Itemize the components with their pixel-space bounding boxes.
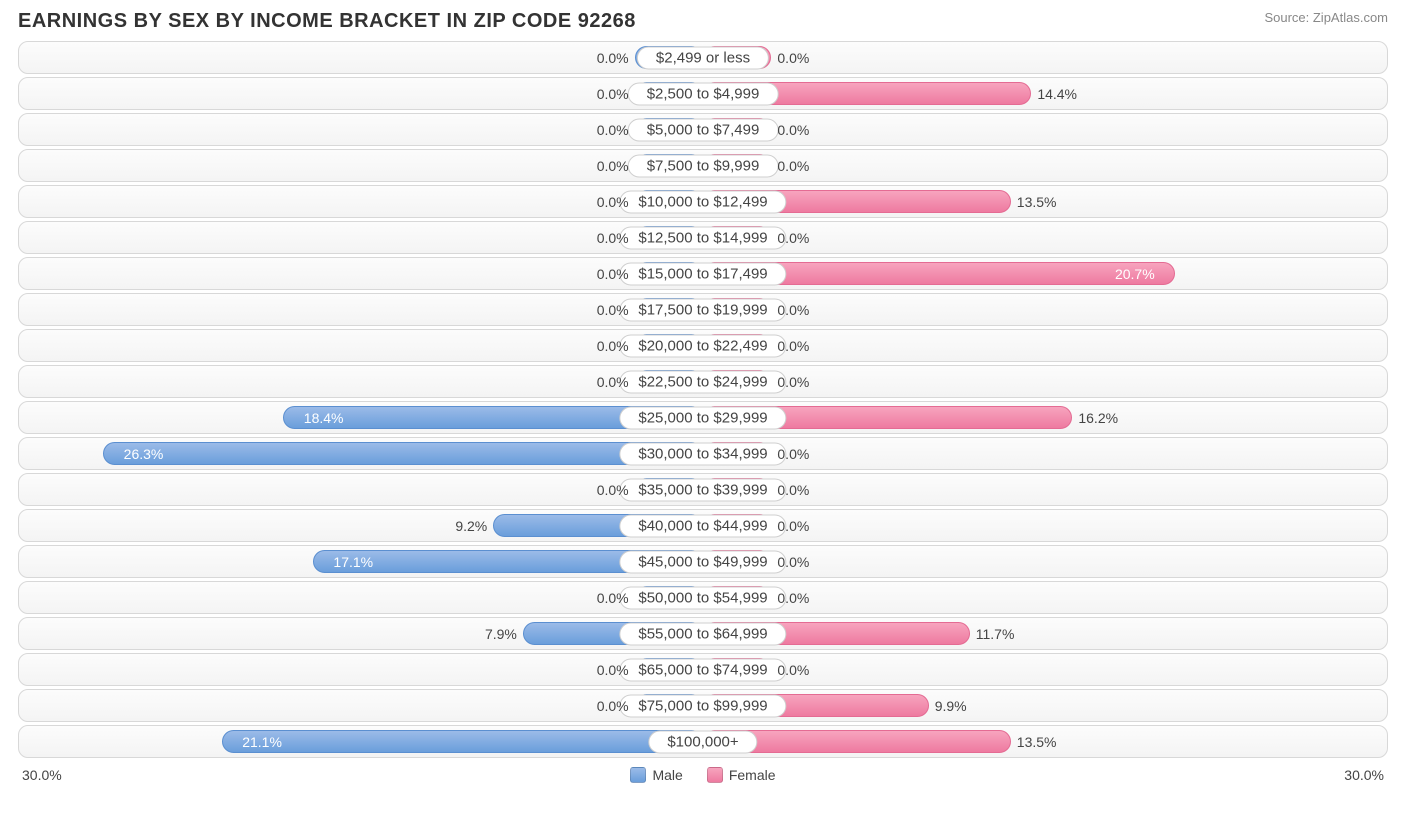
- chart-row: $15,000 to $17,4990.0% 20.7%: [18, 257, 1388, 290]
- bracket-label: $55,000 to $64,999: [619, 622, 786, 645]
- female-pct-label: 0.0%: [777, 338, 809, 354]
- chart-row: $5,000 to $7,4990.0% 0.0%: [18, 113, 1388, 146]
- legend: Male Female: [630, 767, 775, 783]
- female-pct-label: 0.0%: [777, 158, 809, 174]
- bracket-label: $35,000 to $39,999: [619, 478, 786, 501]
- bracket-label: $7,500 to $9,999: [628, 154, 779, 177]
- bracket-label: $17,500 to $19,999: [619, 298, 786, 321]
- female-pct-label: 0.0%: [777, 482, 809, 498]
- chart-row: $30,000 to $34,999 26.3% 0.0%: [18, 437, 1388, 470]
- female-pct-label: 0.0%: [777, 518, 809, 534]
- source-label: Source: ZipAtlas.com: [1264, 10, 1388, 25]
- header: EARNINGS BY SEX BY INCOME BRACKET IN ZIP…: [0, 0, 1406, 41]
- legend-male-label: Male: [652, 767, 682, 783]
- chart-title: EARNINGS BY SEX BY INCOME BRACKET IN ZIP…: [18, 10, 636, 33]
- bracket-label: $15,000 to $17,499: [619, 262, 786, 285]
- bracket-label: $22,500 to $24,999: [619, 370, 786, 393]
- male-bar: [222, 730, 703, 753]
- male-pct-label: 21.1%: [242, 734, 282, 750]
- chart-row: $12,500 to $14,9990.0% 0.0%: [18, 221, 1388, 254]
- bracket-label: $65,000 to $74,999: [619, 658, 786, 681]
- female-pct-label: 0.0%: [777, 662, 809, 678]
- axis-right-max: 30.0%: [1344, 767, 1384, 783]
- chart-row: $17,500 to $19,9990.0% 0.0%: [18, 293, 1388, 326]
- female-pct-label: 0.0%: [777, 230, 809, 246]
- male-pct-label: 7.9%: [485, 626, 517, 642]
- female-pct-label: 13.5%: [1017, 734, 1057, 750]
- chart-row: $35,000 to $39,9990.0% 0.0%: [18, 473, 1388, 506]
- male-pct-label: 0.0%: [597, 482, 629, 498]
- male-pct-label: 0.0%: [597, 230, 629, 246]
- male-pct-label: 18.4%: [304, 410, 344, 426]
- male-pct-label: 0.0%: [597, 50, 629, 66]
- axis-left-max: 30.0%: [22, 767, 62, 783]
- female-pct-label: 0.0%: [777, 590, 809, 606]
- male-pct-label: 0.0%: [597, 86, 629, 102]
- bracket-label: $30,000 to $34,999: [619, 442, 786, 465]
- male-pct-label: 9.2%: [455, 518, 487, 534]
- chart-row: $65,000 to $74,9990.0% 0.0%: [18, 653, 1388, 686]
- chart-row: $100,000+ 21.1% 13.5%: [18, 725, 1388, 758]
- female-pct-label: 16.2%: [1078, 410, 1118, 426]
- female-pct-label: 0.0%: [777, 50, 809, 66]
- chart-row: $10,000 to $12,4990.0% 13.5%: [18, 185, 1388, 218]
- female-pct-label: 20.7%: [1115, 266, 1155, 282]
- male-pct-label: 0.0%: [597, 302, 629, 318]
- male-pct-label: 0.0%: [597, 662, 629, 678]
- chart-row: $2,499 or less 0.0% 0.0%: [18, 41, 1388, 74]
- male-pct-label: 0.0%: [597, 590, 629, 606]
- male-bar: [103, 442, 703, 465]
- bracket-label: $20,000 to $22,499: [619, 334, 786, 357]
- chart-row: $20,000 to $22,4990.0% 0.0%: [18, 329, 1388, 362]
- chart-row: $50,000 to $54,9990.0% 0.0%: [18, 581, 1388, 614]
- female-pct-label: 0.0%: [777, 122, 809, 138]
- female-pct-label: 14.4%: [1037, 86, 1077, 102]
- bracket-label: $75,000 to $99,999: [619, 694, 786, 717]
- chart-row: $22,500 to $24,9990.0% 0.0%: [18, 365, 1388, 398]
- male-pct-label: 26.3%: [124, 446, 164, 462]
- male-pct-label: 0.0%: [597, 158, 629, 174]
- male-pct-label: 0.0%: [597, 698, 629, 714]
- bracket-label: $2,500 to $4,999: [628, 82, 779, 105]
- male-pct-label: 17.1%: [333, 554, 373, 570]
- bracket-label: $10,000 to $12,499: [619, 190, 786, 213]
- male-swatch-icon: [630, 767, 646, 783]
- legend-female-label: Female: [729, 767, 776, 783]
- chart-row: $45,000 to $49,999 17.1% 0.0%: [18, 545, 1388, 578]
- bracket-label: $25,000 to $29,999: [619, 406, 786, 429]
- female-pct-label: 9.9%: [935, 698, 967, 714]
- footer: 30.0% Male Female 30.0%: [0, 761, 1406, 783]
- chart-row: $55,000 to $64,999 7.9% 11.7%: [18, 617, 1388, 650]
- chart-row: $7,500 to $9,9990.0% 0.0%: [18, 149, 1388, 182]
- bracket-label: $100,000+: [648, 730, 757, 753]
- bracket-label: $50,000 to $54,999: [619, 586, 786, 609]
- female-pct-label: 13.5%: [1017, 194, 1057, 210]
- bracket-label: $40,000 to $44,999: [619, 514, 786, 537]
- female-pct-label: 0.0%: [777, 374, 809, 390]
- chart-row: $2,500 to $4,9990.0% 14.4%: [18, 77, 1388, 110]
- legend-item-female: Female: [707, 767, 776, 783]
- chart-area: $2,499 or less0.0%0.0%$2,500 to $4,9990.…: [0, 41, 1406, 758]
- female-pct-label: 0.0%: [777, 554, 809, 570]
- bracket-label: $45,000 to $49,999: [619, 550, 786, 573]
- chart-row: $40,000 to $44,999 9.2% 0.0%: [18, 509, 1388, 542]
- bracket-label: $12,500 to $14,999: [619, 226, 786, 249]
- bracket-label: $2,499 or less: [637, 46, 769, 69]
- chart-row: $75,000 to $99,9990.0% 9.9%: [18, 689, 1388, 722]
- legend-item-male: Male: [630, 767, 682, 783]
- male-pct-label: 0.0%: [597, 122, 629, 138]
- male-pct-label: 0.0%: [597, 194, 629, 210]
- female-pct-label: 11.7%: [976, 626, 1015, 642]
- male-pct-label: 0.0%: [597, 266, 629, 282]
- female-pct-label: 0.0%: [777, 302, 809, 318]
- male-pct-label: 0.0%: [597, 374, 629, 390]
- chart-row: $25,000 to $29,999 18.4% 16.2%: [18, 401, 1388, 434]
- female-pct-label: 0.0%: [777, 446, 809, 462]
- male-pct-label: 0.0%: [597, 338, 629, 354]
- bracket-label: $5,000 to $7,499: [628, 118, 779, 141]
- female-swatch-icon: [707, 767, 723, 783]
